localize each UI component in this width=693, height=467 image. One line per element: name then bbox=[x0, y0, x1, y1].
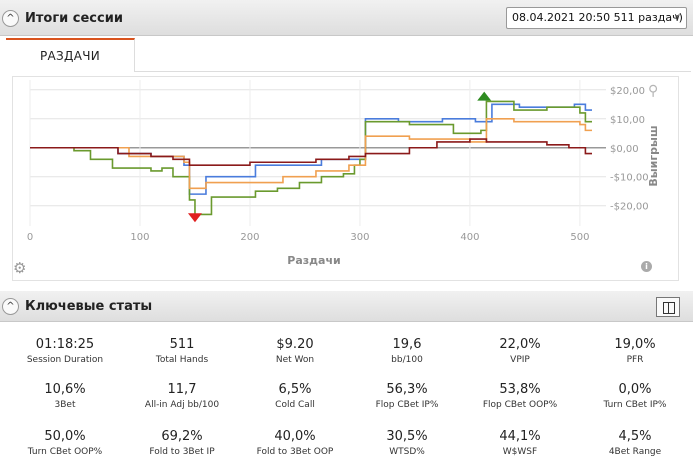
stat-label: Flop CBet IP% bbox=[375, 400, 439, 410]
session-summary-title: Итоги сессии bbox=[25, 11, 123, 26]
layout-toggle-button[interactable] bbox=[656, 297, 680, 317]
x-tick-label: 400 bbox=[460, 232, 479, 243]
stat-item: 511 Total Hands bbox=[117, 337, 247, 365]
chevron-up-icon: ^ bbox=[6, 301, 15, 312]
stat-value: 4,5% bbox=[618, 429, 652, 444]
stat-item: 50,0% Turn CBet OOP% bbox=[0, 429, 130, 457]
stat-label: WTSD% bbox=[389, 447, 425, 457]
collapse-session-button[interactable]: ^ bbox=[2, 10, 19, 27]
stat-value: 56,3% bbox=[386, 382, 428, 397]
y-axis-label: Выигрыш bbox=[647, 125, 660, 186]
key-stats-title: Ключевые статы bbox=[25, 299, 153, 314]
stat-value: 6,5% bbox=[278, 382, 312, 397]
stat-label: All-in Adj bb/100 bbox=[144, 400, 220, 410]
stat-item: $9.20 Net Won bbox=[230, 337, 360, 365]
stat-item: 30,5% WTSD% bbox=[342, 429, 472, 457]
stat-item: 0,0% Turn CBet IP% bbox=[570, 382, 693, 410]
winnings-chart-panel bbox=[12, 76, 679, 281]
stat-value: 19,0% bbox=[614, 337, 656, 352]
stat-item: 69,2% Fold to 3Bet IP bbox=[117, 429, 247, 457]
stat-value: 0,0% bbox=[618, 382, 652, 397]
chevron-down-icon: ∨ bbox=[673, 12, 681, 23]
stat-item: 4,5% 4Bet Range bbox=[570, 429, 693, 457]
stat-value: 44,1% bbox=[499, 429, 541, 444]
stat-value: $9.20 bbox=[276, 337, 314, 352]
series-line-green bbox=[30, 100, 592, 216]
y-tick-label: -$10,00 bbox=[610, 173, 649, 184]
y-tick-label: $0,00 bbox=[610, 144, 639, 155]
x-axis-label: Раздачи bbox=[287, 254, 340, 267]
stat-value: 511 bbox=[169, 337, 195, 352]
stat-label: PFR bbox=[626, 355, 644, 365]
stat-value: 30,5% bbox=[386, 429, 428, 444]
stat-value: 10,6% bbox=[44, 382, 86, 397]
x-tick-label: 0 bbox=[27, 232, 33, 243]
stat-label: 3Bet bbox=[54, 400, 76, 410]
min-marker bbox=[187, 213, 202, 223]
series-line-blue bbox=[30, 103, 592, 195]
x-tick-label: 500 bbox=[570, 232, 589, 243]
stat-label: Fold to 3Bet OOP bbox=[256, 447, 334, 457]
stat-value: 69,2% bbox=[161, 429, 203, 444]
stat-item: 01:18:25 Session Duration bbox=[0, 337, 130, 365]
stat-label: Fold to 3Bet IP bbox=[149, 447, 215, 457]
y-tick-label: $20,00 bbox=[610, 86, 645, 97]
stat-label: Turn CBet OOP% bbox=[27, 447, 103, 457]
stat-item: 19,6 bb/100 bbox=[342, 337, 472, 365]
stat-label: Total Hands bbox=[155, 355, 209, 365]
stat-label: W$WSF bbox=[502, 447, 538, 457]
stat-label: Cold Call bbox=[275, 400, 315, 410]
stat-label: 4Bet Range bbox=[608, 447, 662, 457]
stat-label: VPIP bbox=[510, 355, 530, 365]
stat-label: Turn CBet IP% bbox=[603, 400, 667, 410]
stat-label: Flop CBet OOP% bbox=[482, 400, 558, 410]
x-tick-label: 100 bbox=[130, 232, 149, 243]
stat-item: 19,0% PFR bbox=[570, 337, 693, 365]
stat-item: 53,8% Flop CBet OOP% bbox=[455, 382, 585, 410]
stat-item: 44,1% W$WSF bbox=[455, 429, 585, 457]
session-selector-value: 08.04.2021 20:50 511 раздач) bbox=[512, 11, 683, 24]
stat-value: 11,7 bbox=[167, 382, 197, 397]
stat-item: 6,5% Cold Call bbox=[230, 382, 360, 410]
stat-item: 40,0% Fold to 3Bet OOP bbox=[230, 429, 360, 457]
series-line-dark-red bbox=[30, 138, 592, 166]
y-tick-label: $10,00 bbox=[610, 115, 645, 126]
stat-value: 50,0% bbox=[44, 429, 86, 444]
stat-item: 56,3% Flop CBet IP% bbox=[342, 382, 472, 410]
stat-value: 40,0% bbox=[274, 429, 316, 444]
gear-icon[interactable]: ⚙ bbox=[13, 259, 27, 277]
stat-value: 01:18:25 bbox=[35, 337, 95, 352]
key-stats-header: ^ Ключевые статы bbox=[0, 291, 693, 322]
stat-label: bb/100 bbox=[391, 355, 423, 365]
stat-item: 11,7 All-in Adj bb/100 bbox=[117, 382, 247, 410]
stat-label: Session Duration bbox=[26, 355, 104, 365]
zoom-icon[interactable]: ⚲ bbox=[648, 83, 659, 99]
x-tick-label: 300 bbox=[350, 232, 369, 243]
tab-hands[interactable]: РАЗДАЧИ bbox=[6, 38, 135, 72]
stat-item: 10,6% 3Bet bbox=[0, 382, 130, 410]
max-marker bbox=[477, 91, 492, 101]
chart-tab-bar: РАЗДАЧИ bbox=[6, 38, 691, 72]
winnings-chart: $20,00 $10,00 $0,00 -$10,00 -$20,00 0 100 200 30… bbox=[27, 80, 660, 267]
series-line-orange bbox=[30, 117, 592, 190]
stat-label: Net Won bbox=[275, 355, 315, 365]
x-tick-label: 200 bbox=[240, 232, 259, 243]
info-icon[interactable]: i bbox=[641, 261, 652, 272]
session-selector[interactable]: 08.04.2021 20:50 511 раздач) ∨ bbox=[506, 7, 687, 29]
session-summary-header: ^ Итоги сессии 08.04.2021 20:50 511 разд… bbox=[0, 0, 693, 36]
stat-value: 53,8% bbox=[499, 382, 541, 397]
chevron-up-icon: ^ bbox=[6, 13, 15, 24]
stat-value: 19,6 bbox=[392, 337, 422, 352]
y-tick-label: -$20,00 bbox=[610, 202, 649, 213]
stat-value: 22,0% bbox=[499, 337, 541, 352]
stat-item: 22,0% VPIP bbox=[455, 337, 585, 365]
collapse-stats-button[interactable]: ^ bbox=[2, 298, 19, 315]
